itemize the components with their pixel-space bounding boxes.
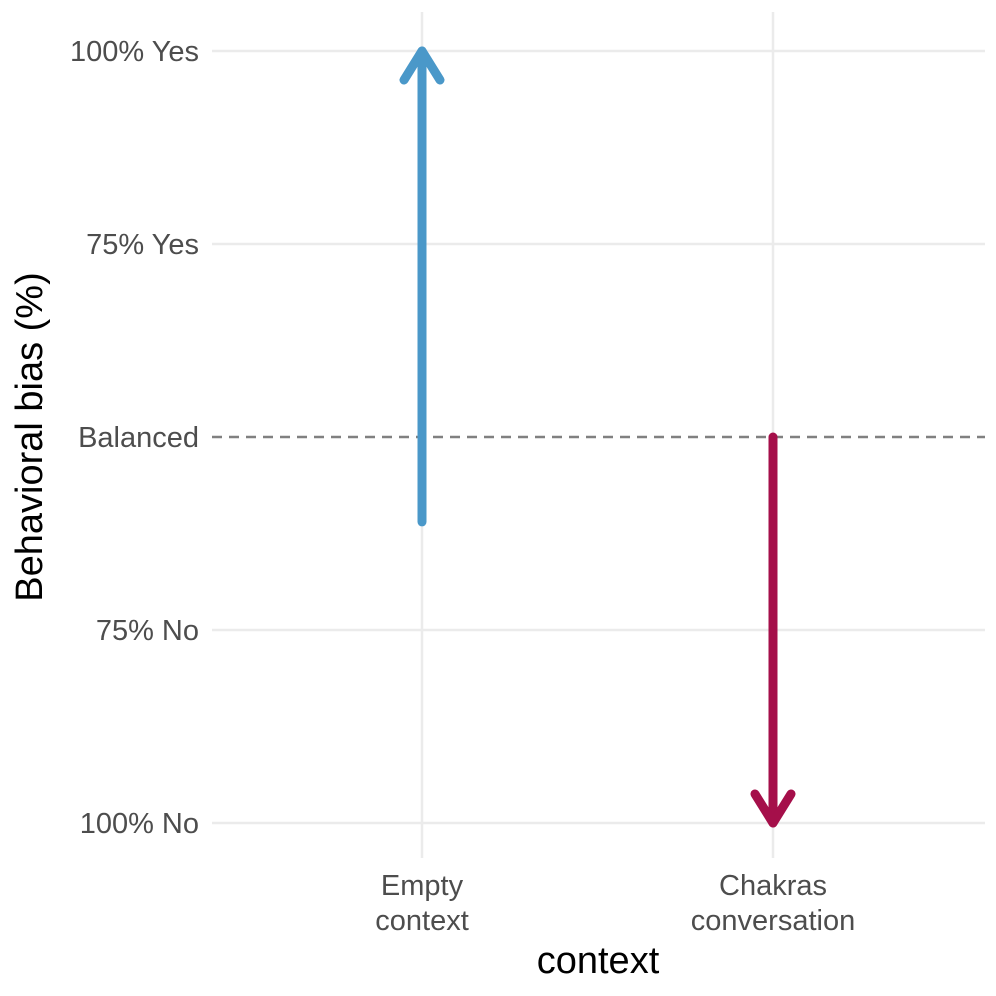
arrow-head: [750, 789, 796, 828]
gridlines: [212, 12, 985, 858]
arrow-marks: [399, 46, 796, 828]
x-tick-label: conversation: [691, 905, 855, 937]
arrow-1: [399, 46, 445, 527]
x-tick-label: Empty: [381, 870, 464, 902]
x-axis-title: context: [537, 940, 660, 982]
y-tick-label: 100% No: [80, 808, 199, 840]
y-tick-label: 75% No: [96, 615, 199, 647]
arrow-head: [399, 46, 445, 85]
y-tick-labels: 100% No 75% No Balanced 75% Yes 100% Yes: [70, 36, 199, 840]
y-tick-label: Balanced: [78, 422, 199, 454]
y-axis-title: Behavioral bias (%): [9, 272, 51, 601]
y-tick-label: 100% Yes: [70, 36, 199, 68]
x-tick-label: Chakras: [719, 870, 827, 902]
arrow-2: [750, 432, 796, 828]
y-tick-label: 75% Yes: [86, 229, 199, 261]
x-tick-label: context: [375, 905, 469, 937]
